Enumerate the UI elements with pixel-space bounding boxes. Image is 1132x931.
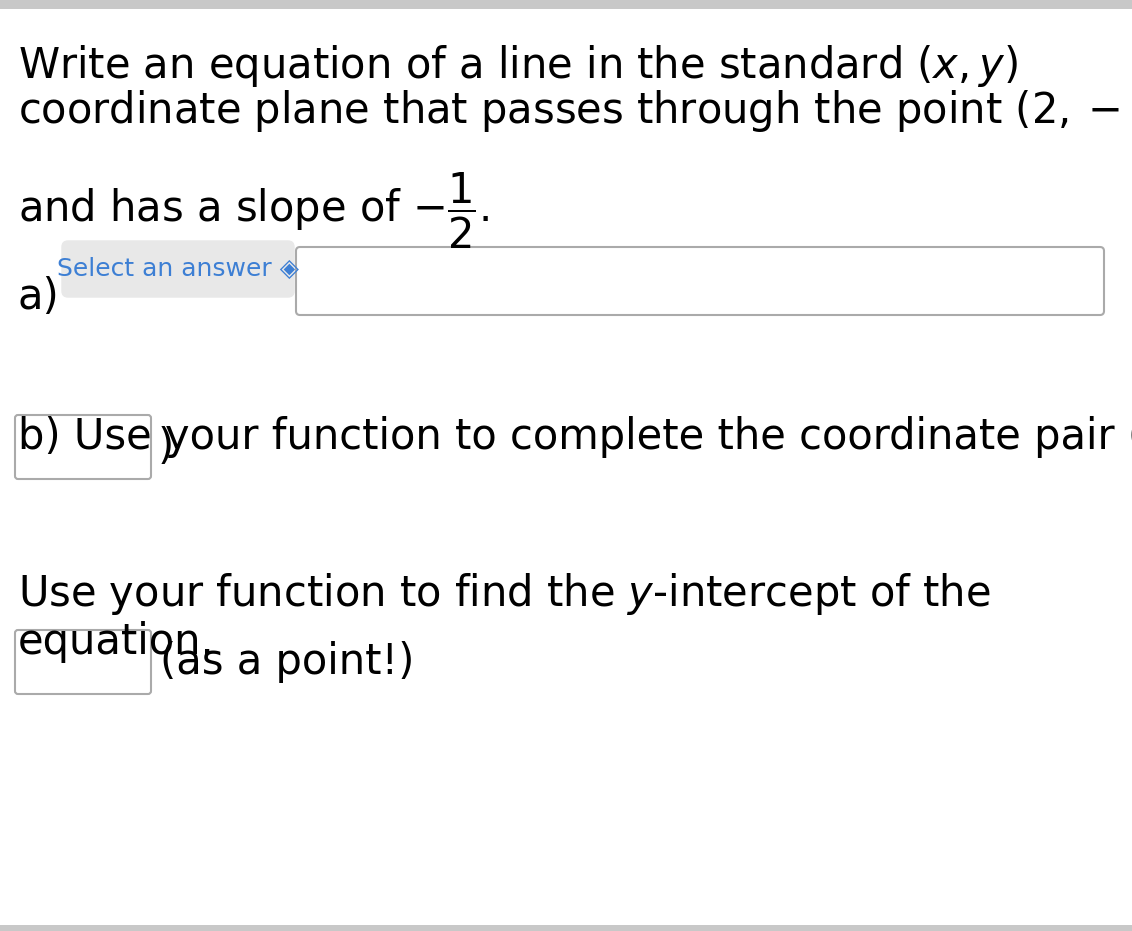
Text: equation.: equation. — [18, 621, 215, 663]
Text: b) Use your function to complete the coordinate pair (: b) Use your function to complete the coo… — [18, 416, 1132, 458]
FancyBboxPatch shape — [0, 0, 1132, 9]
Text: a): a) — [18, 276, 60, 318]
Text: (as a point!): (as a point!) — [160, 641, 414, 683]
FancyBboxPatch shape — [0, 925, 1132, 931]
Text: Write an equation of a line in the standard $(x, y)$: Write an equation of a line in the stand… — [18, 43, 1019, 89]
Text: coordinate plane that passes through the point $(2, -3$: coordinate plane that passes through the… — [18, 88, 1132, 134]
Text: and has a slope of $-\dfrac{1}{2}.$: and has a slope of $-\dfrac{1}{2}.$ — [18, 171, 490, 251]
FancyBboxPatch shape — [295, 247, 1104, 315]
FancyBboxPatch shape — [15, 415, 151, 479]
FancyBboxPatch shape — [62, 241, 294, 297]
Text: Select an answer ◈: Select an answer ◈ — [57, 257, 299, 281]
FancyBboxPatch shape — [15, 630, 151, 694]
Text: Use your function to find the $y$-intercept of the: Use your function to find the $y$-interc… — [18, 571, 990, 617]
Text: ): ) — [158, 426, 174, 468]
